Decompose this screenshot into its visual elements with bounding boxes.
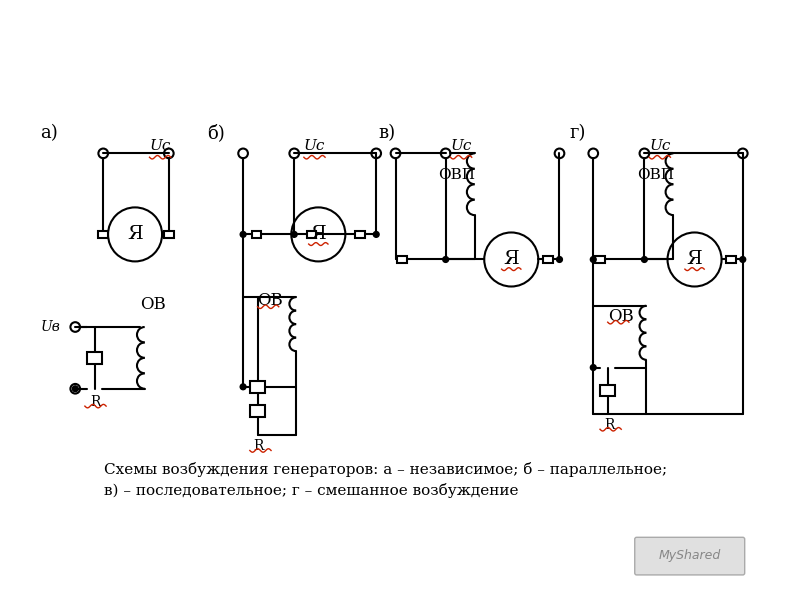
Text: Я: Я (310, 226, 326, 244)
Bar (250, 381, 266, 392)
Text: г): г) (569, 124, 586, 142)
Text: в): в) (378, 124, 395, 142)
Text: Я: Я (686, 250, 702, 268)
Text: Я: Я (503, 250, 519, 268)
FancyBboxPatch shape (634, 538, 745, 575)
Text: ОВП: ОВП (438, 168, 475, 182)
Circle shape (590, 365, 596, 370)
Circle shape (240, 232, 246, 237)
Bar (595, 256, 605, 263)
Bar (355, 230, 365, 238)
Bar (726, 256, 736, 263)
Text: Uс: Uс (150, 139, 171, 153)
Bar (98, 230, 108, 238)
Circle shape (72, 386, 78, 392)
Text: Uс: Uс (304, 139, 326, 153)
Circle shape (642, 257, 647, 262)
Text: ОВ: ОВ (140, 296, 166, 313)
Circle shape (374, 232, 379, 237)
Text: ОВ: ОВ (258, 292, 283, 309)
Circle shape (442, 257, 449, 262)
Text: б): б) (207, 124, 225, 142)
Bar (87, 352, 102, 364)
Bar (600, 385, 615, 397)
Text: Я: Я (127, 226, 143, 244)
Text: R: R (254, 439, 264, 453)
Text: R: R (604, 418, 614, 431)
Text: а): а) (41, 124, 58, 142)
Circle shape (590, 257, 596, 262)
Text: R: R (90, 395, 101, 409)
Bar (398, 256, 407, 263)
Bar (306, 230, 317, 238)
Text: Uс: Uс (650, 139, 670, 153)
Bar (252, 230, 262, 238)
Text: Схемы возбуждения генераторов: а – независимое; б – параллельное;
в) – последова: Схемы возбуждения генераторов: а – незав… (104, 462, 667, 498)
Text: MyShared: MyShared (658, 549, 721, 562)
Circle shape (291, 232, 297, 237)
Text: ОВП: ОВП (637, 168, 674, 182)
Circle shape (240, 384, 246, 390)
Bar (250, 405, 266, 417)
Text: ОВ: ОВ (608, 308, 634, 325)
Circle shape (740, 257, 746, 262)
Text: Uв: Uв (41, 320, 60, 334)
Text: Uс: Uс (450, 139, 472, 153)
Bar (164, 230, 174, 238)
Circle shape (557, 257, 562, 262)
Bar (543, 256, 553, 263)
